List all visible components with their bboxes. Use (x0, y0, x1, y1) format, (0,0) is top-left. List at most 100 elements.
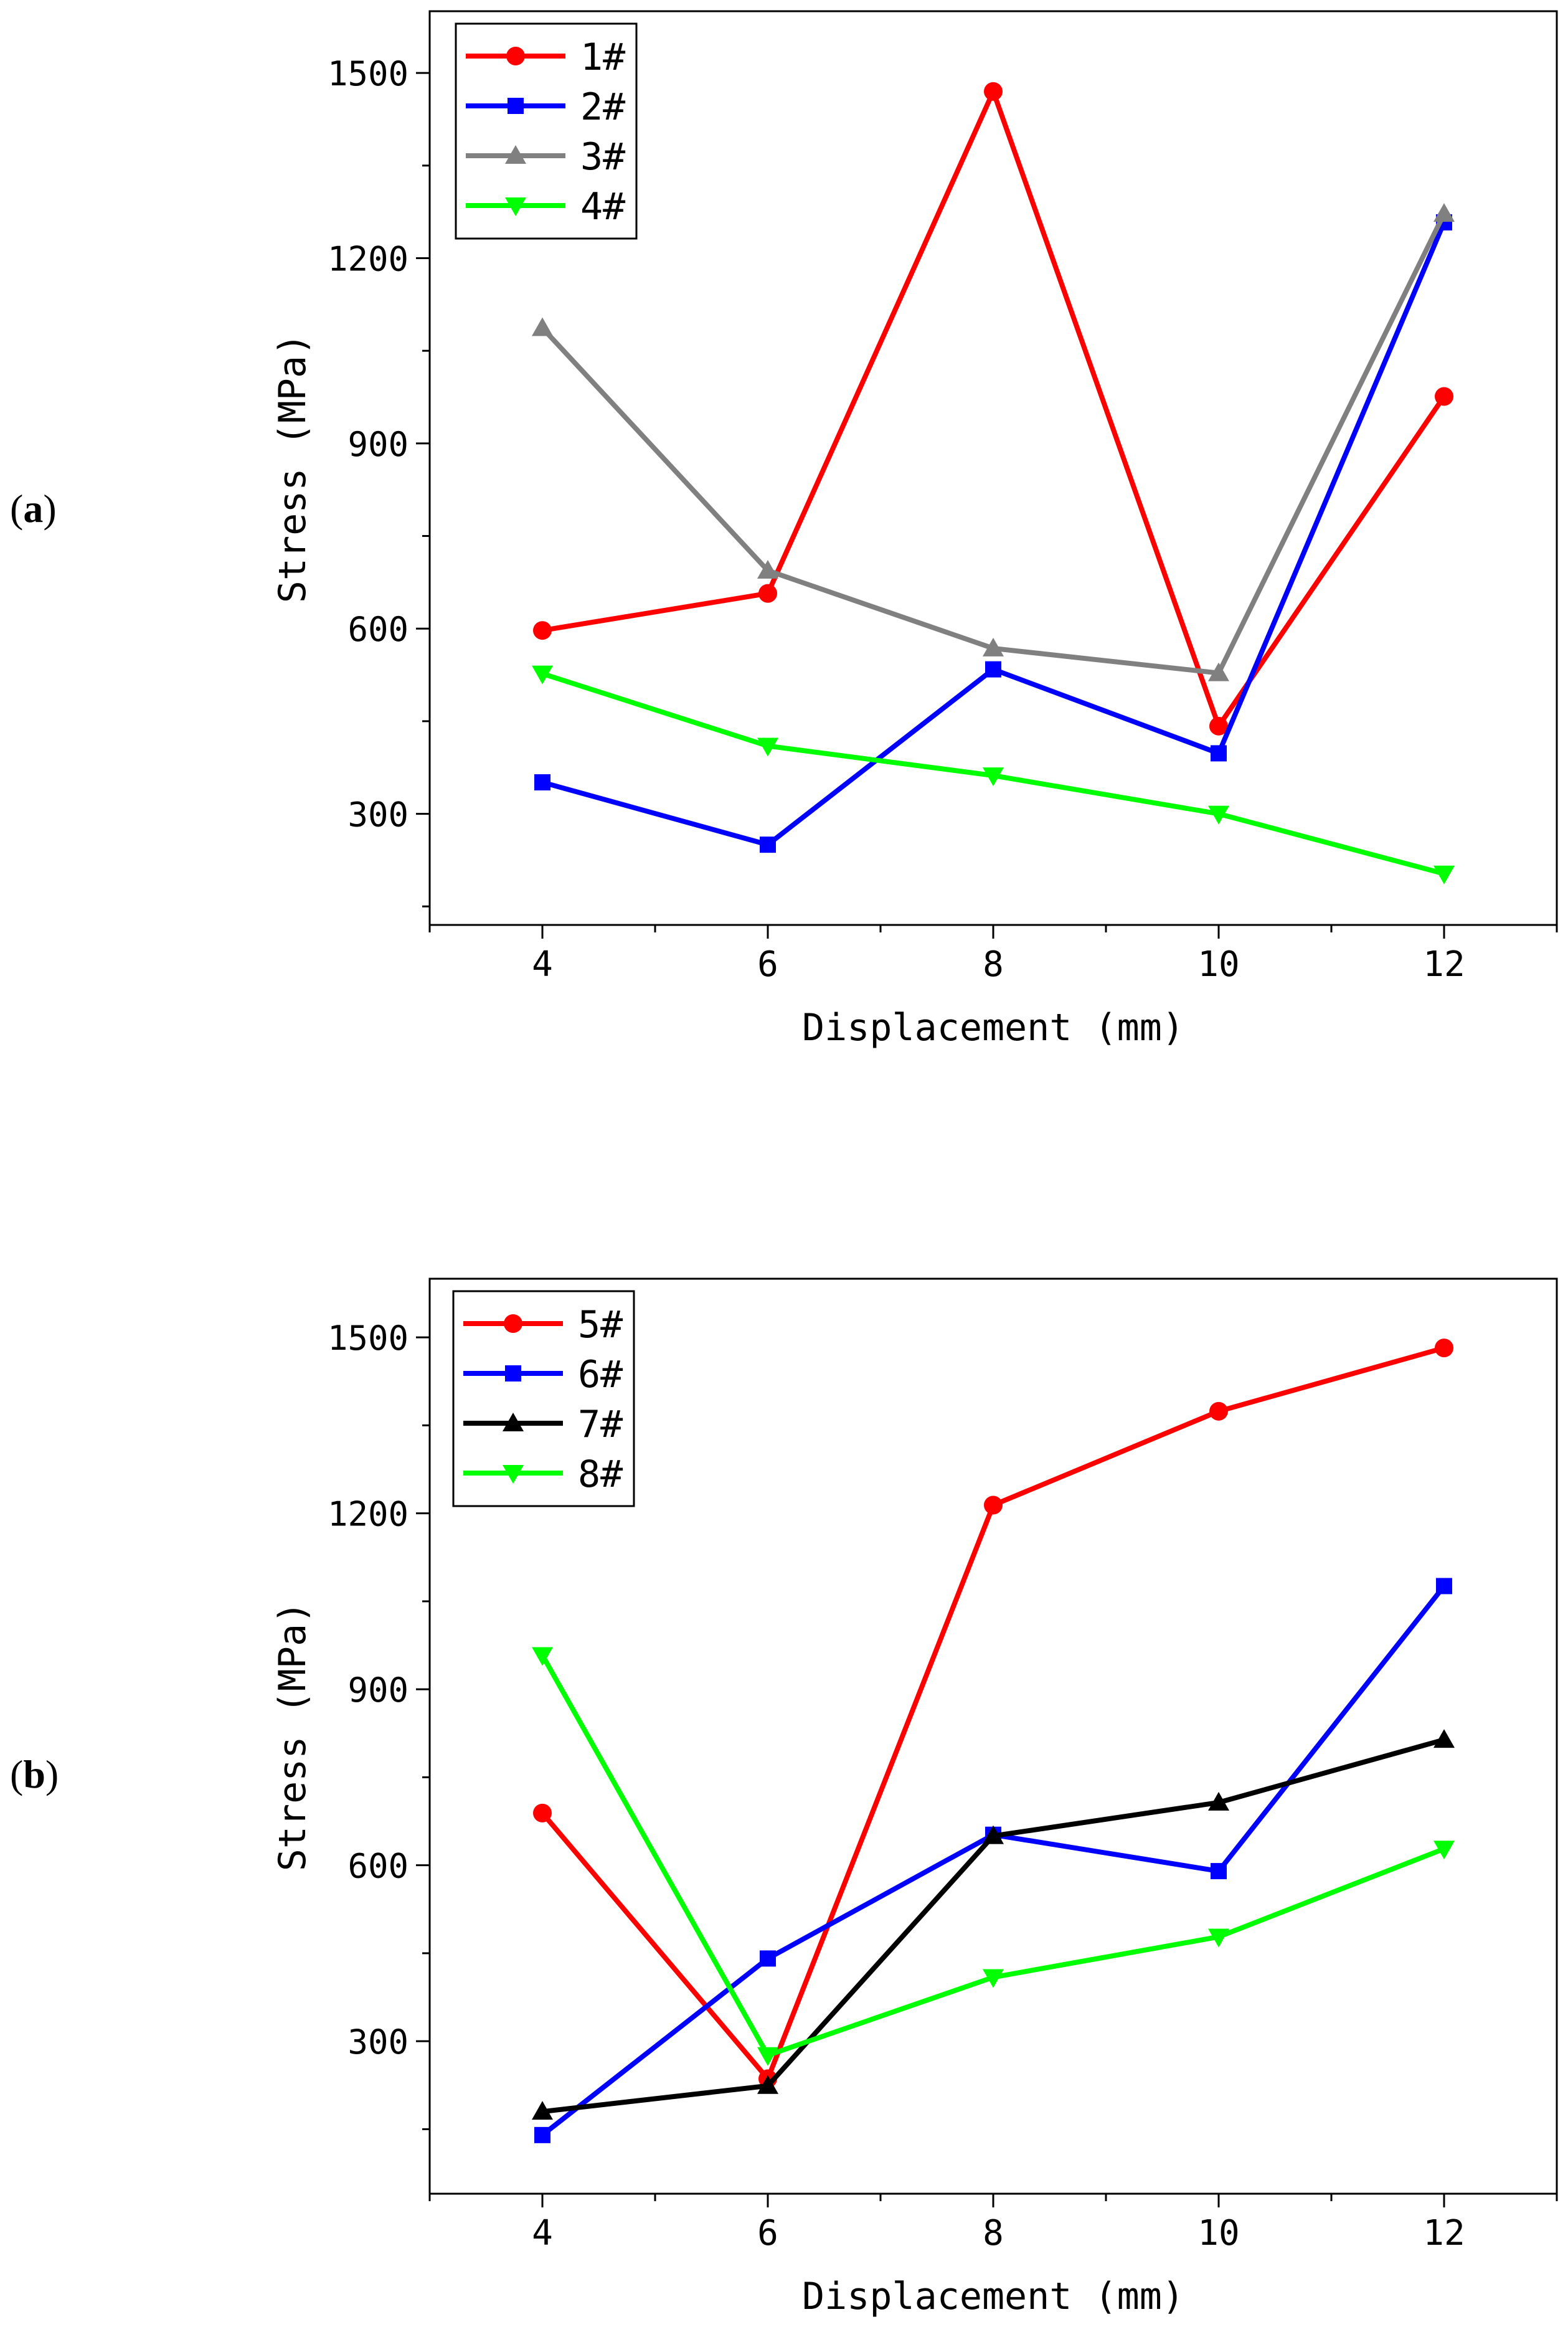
data-point (532, 2101, 553, 2120)
x-tick-label: 4 (532, 944, 553, 985)
x-tick-label: 8 (983, 944, 1004, 985)
y-tick-label: 600 (347, 610, 409, 649)
data-point (532, 665, 553, 685)
data-point (1208, 1928, 1229, 1948)
data-point (984, 1495, 1003, 1515)
data-point (1433, 865, 1455, 884)
data-point (983, 1969, 1004, 1988)
legend-label: 8# (578, 1453, 623, 1496)
data-point (532, 317, 553, 336)
data-point (534, 2126, 550, 2143)
legend-marker (508, 98, 524, 114)
legend-marker (503, 1465, 524, 1484)
legend-marker (506, 47, 525, 65)
data-point (758, 584, 777, 603)
panel-label-open-paren: ( (10, 486, 23, 531)
data-point (1435, 1339, 1453, 1358)
panel-label: (a) (10, 486, 57, 531)
series-7# (532, 1729, 1455, 2120)
data-point (757, 2075, 778, 2094)
data-point (1209, 1401, 1228, 1421)
x-tick-label: 6 (757, 2213, 778, 2254)
data-point (757, 2047, 778, 2066)
data-point (1211, 745, 1227, 762)
data-point (534, 774, 550, 791)
series-4# (532, 665, 1455, 884)
series-line (541, 212, 1447, 676)
legend-label: 3# (580, 135, 625, 179)
y-tick-label: 300 (347, 2022, 409, 2062)
data-point (1208, 1791, 1229, 1811)
series-1# (533, 82, 1453, 736)
data-point (760, 1950, 776, 1967)
x-axis-title: Displacement (mm) (802, 1006, 1184, 1050)
data-point (983, 1825, 1004, 1844)
legend: 1# 2# 3# 4# (455, 22, 638, 240)
series-6# (534, 1578, 1452, 2143)
legend-label: 5# (578, 1303, 623, 1347)
x-tick-label: 4 (532, 2213, 553, 2254)
data-point (1208, 805, 1229, 825)
y-tick-label: 1200 (328, 1495, 409, 1534)
legend-label: 1# (580, 36, 625, 79)
y-tick-label: 900 (347, 1671, 409, 1710)
panel-label-open-paren: ( (10, 1752, 23, 1796)
data-point (1433, 1841, 1455, 1860)
series-line (542, 88, 1447, 729)
data-point (533, 621, 552, 640)
legend: 5# 6# 7# 8# (452, 1290, 635, 1507)
x-tick-label: 10 (1197, 2213, 1239, 2254)
data-point (983, 767, 1004, 787)
legend-label: 6# (578, 1353, 623, 1396)
data-point (760, 836, 776, 853)
chart-panel-b: (b) 4 6 8 10 12 300 600 900 1200 1500 Displacement … (10, 1277, 1558, 2318)
legend-marker (505, 197, 526, 216)
series-line (542, 1737, 1445, 2115)
y-tick-label: 600 (347, 1847, 409, 1886)
series-2# (534, 214, 1452, 853)
panel-label: (b) (10, 1752, 59, 1796)
x-tick-label: 10 (1197, 944, 1239, 985)
series-3# (532, 203, 1455, 681)
data-point (985, 661, 1001, 678)
y-tick-label: 1500 (328, 54, 409, 93)
x-tick-label: 6 (757, 944, 778, 985)
data-point (1435, 387, 1453, 406)
legend-marker (504, 1314, 522, 1333)
x-tick-label: 8 (983, 2213, 1004, 2254)
panel-label-letter: b (23, 1752, 45, 1796)
data-point (532, 1647, 553, 1666)
legend-label: 2# (580, 85, 625, 129)
panel-label-close-paren: ) (45, 1752, 59, 1796)
chart-panel-a: (a) 4 6 8 10 12 300 600 900 1200 1500 Displacement … (10, 10, 1558, 1050)
data-point (1208, 662, 1229, 681)
y-tick-label: 1500 (328, 1319, 409, 1358)
y-tick-label: 1200 (328, 239, 409, 278)
legend-marker (505, 1365, 521, 1382)
data-point (1433, 1729, 1455, 1748)
series-5# (533, 1339, 1453, 2088)
data-point (533, 1803, 552, 1822)
legend-marker (503, 1413, 524, 1431)
legend-label: 4# (580, 185, 625, 229)
data-point (1436, 1578, 1452, 1595)
series-line (540, 1654, 1445, 2058)
x-axis-title: Displacement (mm) (802, 2275, 1184, 2318)
data-point (1433, 203, 1455, 222)
y-axis-title: Stress (MPa) (271, 333, 314, 603)
legend-marker (505, 145, 526, 164)
y-tick-label: 900 (347, 425, 409, 464)
legend-box (452, 1290, 635, 1507)
legend-box (455, 22, 638, 240)
data-point (1209, 716, 1228, 736)
series-line (541, 1584, 1447, 2137)
x-tick-label: 12 (1423, 944, 1465, 985)
data-point (757, 737, 778, 757)
panel-label-letter: a (23, 486, 43, 531)
data-point (983, 637, 1004, 656)
data-point (1211, 1863, 1227, 1880)
x-tick-label: 12 (1423, 2213, 1465, 2254)
series-line (541, 221, 1447, 848)
y-axis-title: Stress (MPa) (271, 1601, 314, 1871)
